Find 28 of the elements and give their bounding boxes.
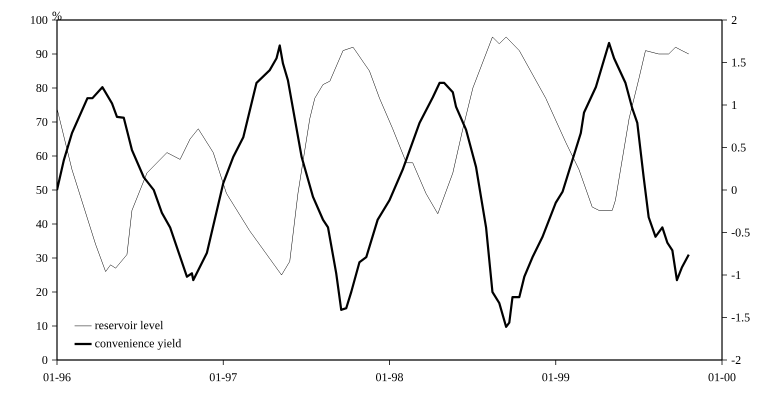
x-tick-label: 01-97 xyxy=(210,373,237,382)
y2-tick-label: 2 xyxy=(732,16,736,24)
y-tick-label: 90 xyxy=(36,50,48,58)
y2-tick-label: -1 xyxy=(732,271,740,279)
y-tick-label: 40 xyxy=(36,220,48,228)
legend-label: convenience yield xyxy=(95,338,182,350)
y-axis-title: % xyxy=(52,12,62,20)
x-tick-label: 01-99 xyxy=(542,373,570,382)
y-tick-label: 30 xyxy=(36,254,48,262)
y-tick-label: 10 xyxy=(36,322,48,330)
y2-tick-label: -2 xyxy=(732,356,740,364)
legend-label: reservoir level xyxy=(94,320,164,330)
y2-tick-label: 1.5 xyxy=(732,58,746,67)
y-tick-label: 50 xyxy=(36,186,48,194)
y-tick-label: 100 xyxy=(30,16,48,24)
y-tick-label: 80 xyxy=(36,84,48,92)
x-tick-label: 01-98 xyxy=(376,373,403,382)
x-tick-label: 01-96 xyxy=(44,373,71,382)
y2-tick-label: 0 xyxy=(732,186,737,194)
y-tick-label: 0 xyxy=(42,356,48,364)
y2-tick-label: -0.5 xyxy=(732,228,750,237)
y2-tick-label: 0.5 xyxy=(732,143,746,152)
x-tick-label: 01-00 xyxy=(708,373,736,382)
y2-tick-label: -1.5 xyxy=(732,313,750,322)
y2-tick-label: 1 xyxy=(732,101,736,109)
y-tick-label: 20 xyxy=(36,288,48,296)
y-tick-label: 60 xyxy=(36,152,48,160)
y-tick-label: 70 xyxy=(36,118,48,126)
